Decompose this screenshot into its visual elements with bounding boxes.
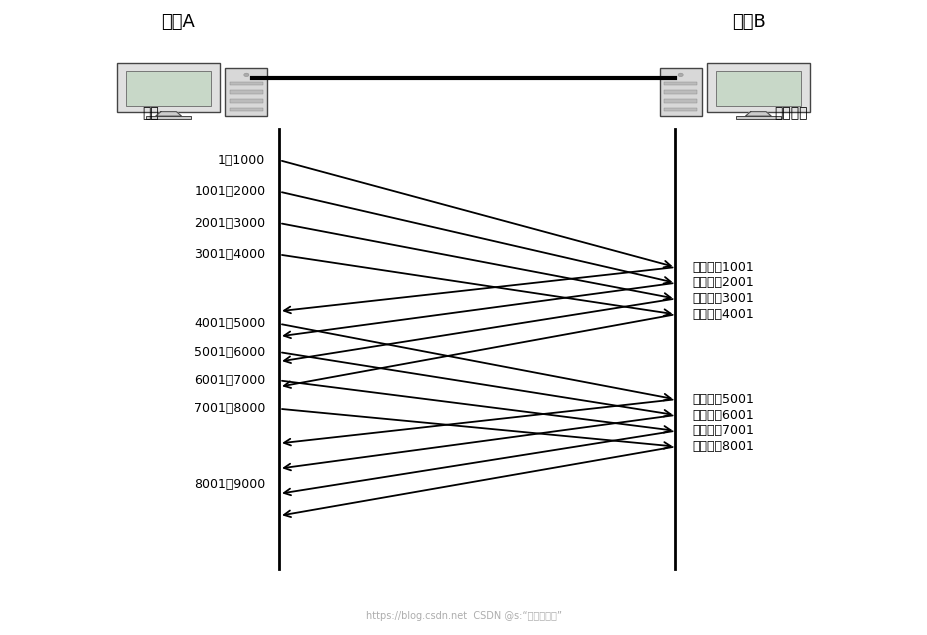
Bar <box>225 67 267 116</box>
Bar <box>664 108 697 111</box>
Text: 主朼B: 主朼B <box>732 13 766 30</box>
Text: 数据: 数据 <box>142 106 159 120</box>
Text: 下一个是6001: 下一个是6001 <box>692 408 754 422</box>
Circle shape <box>244 73 249 77</box>
Bar <box>716 72 801 107</box>
Bar <box>736 116 781 119</box>
Text: https://blog.csdn.net  CSDN @s:“采都让二让”: https://blog.csdn.net CSDN @s:“采都让二让” <box>365 612 562 622</box>
Circle shape <box>678 73 683 77</box>
Bar <box>664 90 697 94</box>
Text: 下一个是3001: 下一个是3001 <box>692 292 754 305</box>
Bar <box>664 99 697 102</box>
Text: 1～1000: 1～1000 <box>218 154 265 166</box>
Bar <box>146 116 191 119</box>
Text: 7001～8000: 7001～8000 <box>194 402 265 415</box>
Text: 2001～3000: 2001～3000 <box>195 217 265 230</box>
Text: 下一个是8001: 下一个是8001 <box>692 440 754 453</box>
Text: 下一个是2001: 下一个是2001 <box>692 276 754 290</box>
Text: 下一个是7001: 下一个是7001 <box>692 424 754 438</box>
Text: 6001～7000: 6001～7000 <box>194 374 265 387</box>
Bar <box>664 82 697 85</box>
FancyBboxPatch shape <box>706 64 810 112</box>
Text: 3001～4000: 3001～4000 <box>195 248 265 261</box>
FancyBboxPatch shape <box>117 64 221 112</box>
Bar <box>230 108 263 111</box>
Text: 5001～6000: 5001～6000 <box>194 345 265 359</box>
Bar <box>230 82 263 85</box>
Text: 1001～2000: 1001～2000 <box>195 185 265 198</box>
Bar <box>230 90 263 94</box>
Bar <box>660 67 702 116</box>
Text: 8001～9000: 8001～9000 <box>194 478 265 491</box>
Text: 下一个是4001: 下一个是4001 <box>692 308 754 321</box>
Text: 确认应答: 确认应答 <box>774 106 807 120</box>
Text: 4001～5000: 4001～5000 <box>194 318 265 330</box>
Text: 下一个是5001: 下一个是5001 <box>692 393 754 406</box>
Polygon shape <box>745 112 771 116</box>
Text: 主朼A: 主朼A <box>161 13 195 30</box>
Polygon shape <box>156 112 182 116</box>
Bar <box>126 72 211 107</box>
Bar <box>230 99 263 102</box>
Text: 下一个是1001: 下一个是1001 <box>692 260 754 274</box>
